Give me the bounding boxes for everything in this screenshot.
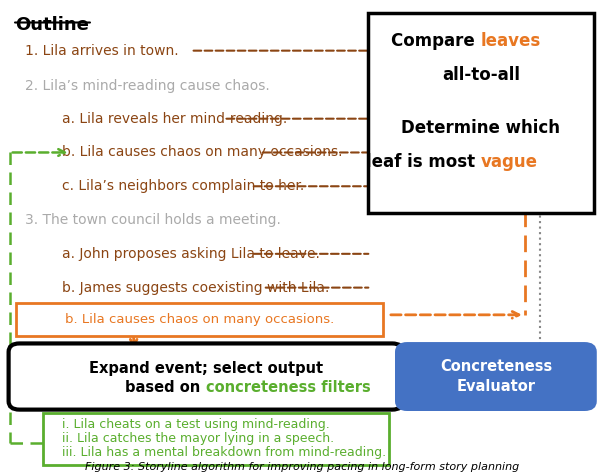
Text: ii. Lila catches the mayor lying in a speech.: ii. Lila catches the mayor lying in a sp… <box>62 432 333 445</box>
FancyBboxPatch shape <box>16 303 383 336</box>
Text: Determine which: Determine which <box>402 119 561 137</box>
Text: a. John proposes asking Lila to leave.: a. John proposes asking Lila to leave. <box>62 247 320 261</box>
Text: leaves: leaves <box>481 32 541 51</box>
Text: 3. The town council holds a meeting.: 3. The town council holds a meeting. <box>25 213 281 227</box>
Text: 1. Lila arrives in town.: 1. Lila arrives in town. <box>25 43 179 58</box>
Text: vague: vague <box>481 153 538 171</box>
Text: Concreteness: Concreteness <box>440 359 552 374</box>
Text: Outline: Outline <box>16 17 89 34</box>
Text: b. Lila causes chaos on many occasions.: b. Lila causes chaos on many occasions. <box>65 313 335 326</box>
FancyBboxPatch shape <box>8 344 403 410</box>
Text: Figure 3: Storyline algorithm for improving pacing in long-form story planning: Figure 3: Storyline algorithm for improv… <box>85 462 519 472</box>
Text: iii. Lila has a mental breakdown from mind-reading.: iii. Lila has a mental breakdown from mi… <box>62 447 385 459</box>
Text: based on: based on <box>126 380 206 396</box>
Text: Evaluator: Evaluator <box>457 379 535 394</box>
Text: leaf is most: leaf is most <box>366 153 481 171</box>
Text: c. Lila’s neighbors complain to her.: c. Lila’s neighbors complain to her. <box>62 179 304 193</box>
Text: all-to-all: all-to-all <box>442 66 520 84</box>
Text: Compare: Compare <box>391 32 481 51</box>
Text: 2. Lila’s mind-reading cause chaos.: 2. Lila’s mind-reading cause chaos. <box>25 79 270 93</box>
Text: i. Lila cheats on a test using mind-reading.: i. Lila cheats on a test using mind-read… <box>62 418 329 431</box>
Text: a. Lila reveals her mind-reading.: a. Lila reveals her mind-reading. <box>62 112 287 126</box>
Text: concreteness filters: concreteness filters <box>206 380 371 396</box>
FancyBboxPatch shape <box>368 13 594 212</box>
FancyBboxPatch shape <box>396 344 596 410</box>
Text: Expand event; select output: Expand event; select output <box>89 361 323 376</box>
FancyBboxPatch shape <box>43 413 389 464</box>
Text: b. Lila causes chaos on many occasions.: b. Lila causes chaos on many occasions. <box>62 145 342 160</box>
Text: b. James suggests coexisting with Lila.: b. James suggests coexisting with Lila. <box>62 281 329 295</box>
